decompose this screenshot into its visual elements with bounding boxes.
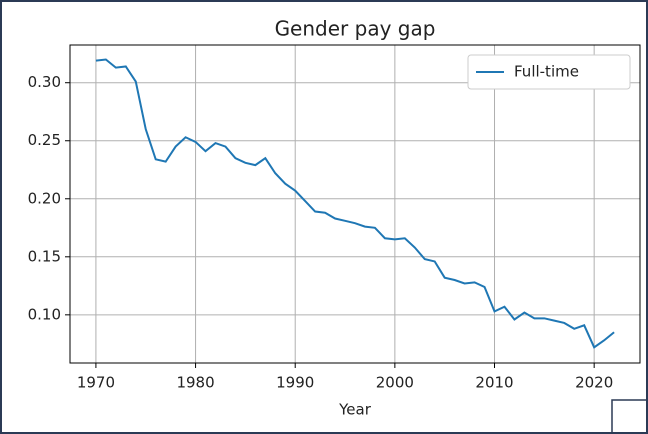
corner-box (611, 399, 648, 434)
x-tick-label: 2000 (376, 374, 414, 392)
y-tick-label: 0.15 (28, 247, 61, 265)
legend-label: Full-time (514, 63, 579, 81)
x-tick-label: 1990 (276, 374, 314, 392)
y-tick-label: 0.20 (28, 189, 61, 207)
chart-title: Gender pay gap (275, 17, 436, 41)
y-tick-label: 0.10 (28, 305, 61, 323)
x-tick-label: 2020 (575, 374, 613, 392)
x-tick-label: 1970 (77, 374, 115, 392)
x-tick-label: 2010 (475, 374, 513, 392)
x-axis-label: Year (338, 401, 372, 419)
legend-box (467, 54, 631, 90)
axes-frame (69, 44, 641, 364)
x-tick-label: 1980 (176, 374, 214, 392)
y-tick-label: 0.25 (28, 131, 61, 149)
y-tick-label: 0.30 (28, 73, 61, 91)
line (95, 58, 615, 349)
